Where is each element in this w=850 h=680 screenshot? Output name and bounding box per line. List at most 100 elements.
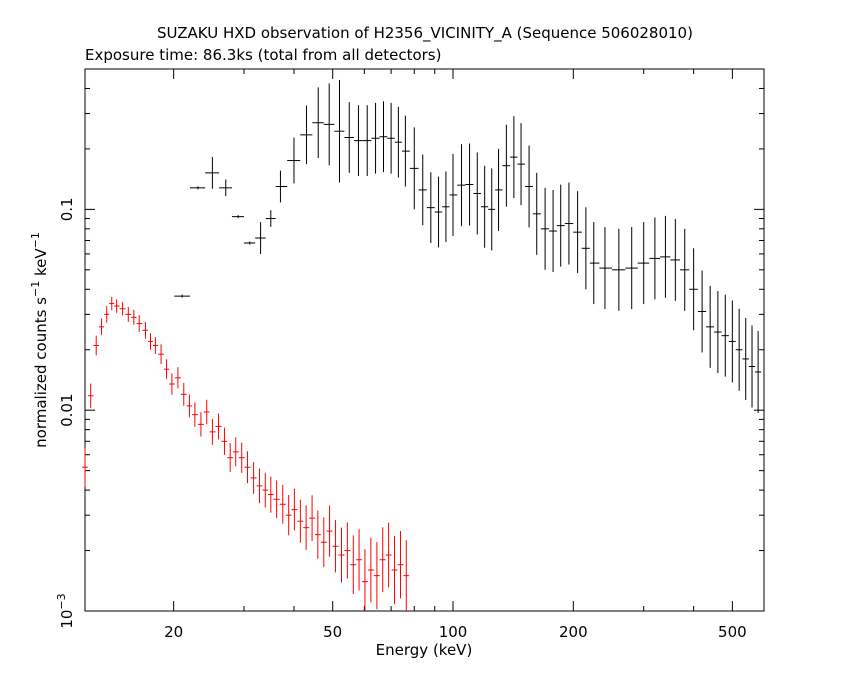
data-point [356, 529, 362, 591]
data-point [510, 116, 518, 199]
data-point [82, 447, 88, 487]
data-point [323, 83, 335, 166]
x-axis-tick-labels: 20 50 100 200 500 [164, 623, 747, 641]
data-point [314, 510, 321, 559]
data-point [540, 187, 550, 270]
data-point [401, 115, 410, 187]
data-point [265, 210, 276, 227]
data-point [279, 484, 286, 524]
data-point [152, 337, 159, 354]
x-axis-label: Energy (keV) [376, 641, 473, 659]
data-point [332, 520, 339, 573]
data-point [232, 437, 239, 467]
data-point [255, 222, 266, 254]
data-point [297, 499, 304, 543]
data-point [361, 549, 368, 611]
data-point [680, 228, 690, 311]
chart-title: SUZAKU HXD observation of H2356_VICINITY… [157, 24, 693, 43]
chart-subtitle: Exposure time: 86.3ks (total from all de… [85, 46, 441, 64]
data-point [449, 153, 458, 236]
data-point [273, 480, 280, 519]
y-axis-label-main: normalized counts s [32, 297, 50, 448]
data-point [192, 402, 198, 427]
x-tick-label: 500 [718, 623, 747, 641]
data-point [256, 468, 263, 504]
data-point [250, 462, 257, 494]
data-point [221, 427, 228, 455]
data-point [394, 106, 402, 178]
data-point [660, 215, 671, 298]
data-point [142, 321, 148, 339]
y-axis-tick-labels: 10−3 0.01 0.1 [55, 197, 76, 628]
data-point [326, 505, 333, 557]
data-point [262, 472, 269, 508]
data-point [735, 308, 743, 391]
data-point [697, 270, 707, 353]
data-point [147, 333, 153, 350]
data-point [238, 442, 245, 473]
data-point [231, 215, 244, 219]
data-point [174, 294, 191, 298]
data-point [373, 542, 380, 610]
data-point [532, 172, 541, 255]
y-axis-label-exp2: −1 [29, 232, 42, 248]
data-point [480, 165, 489, 248]
data-point [564, 182, 574, 265]
x-tick-label: 50 [323, 623, 342, 641]
data-point [418, 154, 427, 226]
x-tick-label: 200 [559, 623, 588, 641]
y-tick-label: 10−3 [55, 593, 76, 628]
data-point [268, 476, 274, 513]
data-point [203, 399, 210, 425]
data-point [556, 184, 565, 267]
data-point [287, 137, 301, 184]
data-point [434, 176, 443, 248]
data-point [637, 222, 650, 305]
x-tick-label: 20 [164, 623, 183, 641]
data-point [689, 248, 698, 331]
y-axis-label: normalized counts s−1 keV−1 [29, 232, 50, 448]
data-point [344, 102, 354, 173]
data-point [320, 517, 327, 568]
data-point [87, 383, 94, 408]
data-point [755, 330, 762, 413]
data-point [215, 413, 222, 440]
data-point [114, 299, 120, 313]
data-point [197, 412, 204, 437]
data-point [714, 291, 722, 374]
data-point [748, 325, 756, 408]
data-point [549, 190, 557, 273]
data-point [581, 207, 590, 290]
data-point [573, 191, 582, 274]
y-axis-label-mid: keV [32, 248, 50, 281]
x-axis-ticks [173, 69, 765, 611]
data-point [338, 527, 345, 583]
data-point [426, 172, 435, 244]
data-point [502, 124, 511, 207]
data-point [169, 373, 175, 395]
data-point [93, 335, 99, 356]
data-point [670, 218, 681, 301]
y-axis-label-exp1: −1 [29, 281, 42, 297]
data-point [728, 300, 736, 383]
series-red [82, 296, 410, 611]
data-point [131, 309, 137, 325]
data-point [495, 148, 503, 231]
data-point [309, 495, 315, 542]
data-point [706, 285, 715, 368]
data-point [119, 302, 126, 316]
data-point [385, 522, 392, 588]
data-point [367, 537, 374, 603]
data-point [300, 105, 313, 165]
data-point [457, 144, 466, 227]
data-point [180, 382, 187, 406]
data-point [109, 296, 115, 311]
data-point [312, 87, 324, 159]
data-point [209, 418, 216, 445]
data-point [136, 315, 143, 332]
data-point [163, 359, 170, 380]
data-point [589, 222, 600, 305]
data-point [190, 186, 206, 190]
data-point [525, 145, 533, 228]
